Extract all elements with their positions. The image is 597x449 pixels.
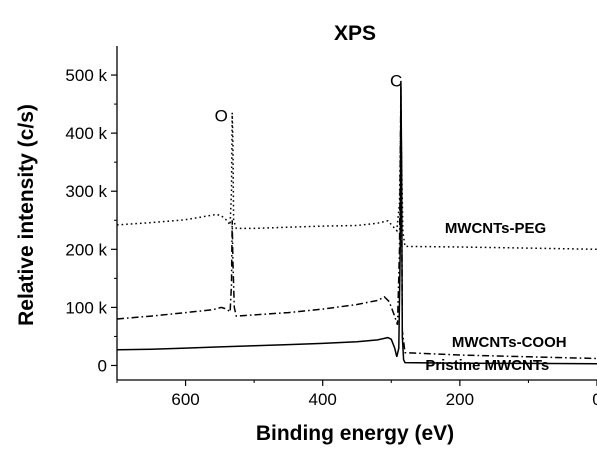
series-label-0: MWCNTs-PEG [445, 220, 546, 237]
peak-label-0: O [215, 107, 228, 126]
y-tick-label: 200 k [65, 240, 107, 259]
y-axis-label: Relative intensity (c/s) [15, 104, 38, 326]
series-layer [116, 80, 597, 365]
chart-title: XPS [334, 22, 376, 45]
series-line-2 [116, 80, 597, 365]
y-tick-label: 300 k [65, 182, 107, 201]
series-label-2: Pristine MWCNTs [425, 357, 549, 374]
y-tick-label: 400 k [65, 124, 107, 143]
peak-label-1: C [390, 72, 402, 91]
x-tick-label: 0 [592, 390, 597, 409]
y-ticks: 0 100 k 200 k 300 k 400 k 500 k [65, 66, 117, 375]
x-tick-label: 200 [446, 390, 474, 409]
series-label-1: MWCNTs-COOH [452, 334, 567, 351]
peak-annotations: OC [215, 72, 403, 126]
x-axis-label: Binding energy (eV) [256, 422, 454, 445]
x-ticks: 600 400 200 0 [116, 380, 597, 409]
series-line-1 [116, 86, 597, 360]
y-tick-label: 0 [98, 356, 107, 375]
x-tick-label: 400 [309, 390, 337, 409]
y-tick-label: 100 k [65, 298, 107, 317]
y-tick-label: 500 k [65, 66, 107, 85]
x-tick-label: 600 [171, 390, 199, 409]
series-labels: MWCNTs-PEG MWCNTs-COOH Pristine MWCNTs [425, 220, 566, 374]
